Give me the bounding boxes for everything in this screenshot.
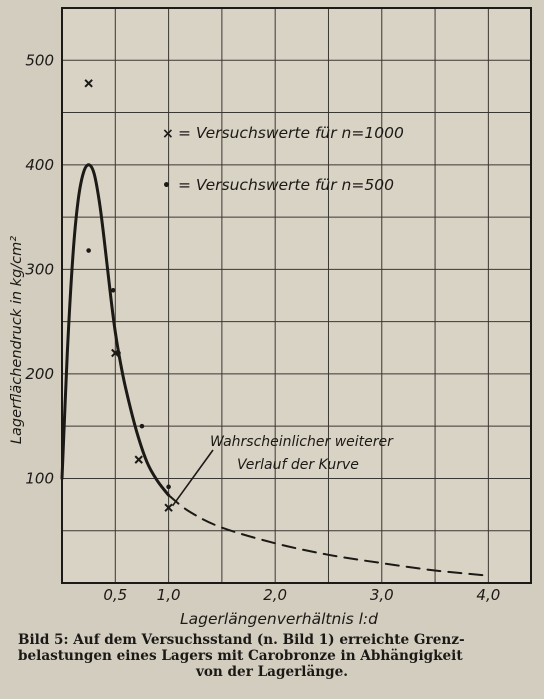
curve-dashed-extrapolation bbox=[167, 494, 490, 577]
annotation-arrow bbox=[171, 449, 214, 507]
x-axis-label: Lagerlängenverhältnis l:d bbox=[180, 610, 378, 628]
markers bbox=[84, 79, 173, 512]
x-tick-label: 2,0 bbox=[263, 586, 287, 604]
x-tick-labels: 0,5 1,0 2,0 3,0 4,0 bbox=[103, 586, 500, 604]
y-axis-label: Lagerflächendruck in kg/cm² bbox=[9, 236, 25, 444]
x-tick-label: 3,0 bbox=[370, 586, 394, 604]
curve-solid bbox=[60, 163, 171, 497]
y-tick-label: 400 bbox=[25, 156, 54, 174]
x-tick-label: 1,0 bbox=[157, 586, 181, 604]
annotation-line-1: Wahrscheinlicher weiterer bbox=[210, 434, 394, 450]
marker-cross-n1000 bbox=[84, 79, 93, 88]
marker-dot-n500 bbox=[86, 248, 91, 253]
marker-dot-n500 bbox=[166, 484, 171, 490]
marker-cross-n1000 bbox=[164, 503, 173, 512]
y-tick-label: 500 bbox=[25, 51, 54, 69]
chart: 0,5 1,0 2,0 3,0 4,0 100 200 300 400 500 × = Vers… bbox=[9, 7, 532, 628]
marker-cross-n1000 bbox=[134, 455, 143, 464]
legend: × = Versuchswerte für n=1000 • = Versuch… bbox=[162, 124, 404, 194]
plot-background bbox=[62, 8, 531, 583]
y-tick-label: 200 bbox=[25, 365, 54, 383]
legend-marker-dot: • bbox=[162, 178, 171, 194]
annotation: Wahrscheinlicher weiterer Verlauf der Ku… bbox=[171, 434, 394, 507]
legend-label-n1000: = Versuchswerte für n=1000 bbox=[178, 124, 404, 142]
caption-line-3: von der Lagerlänge. bbox=[195, 664, 349, 680]
marker-dot-n500 bbox=[116, 350, 121, 356]
marker-dot-n500 bbox=[139, 423, 145, 429]
annotation-line-2: Verlauf der Kurve bbox=[237, 457, 359, 473]
caption-line-2: belastungen eines Lagers mit Carobronze … bbox=[18, 648, 463, 664]
x-tick-label: 0,5 bbox=[103, 586, 127, 604]
marker-dot-n500 bbox=[110, 287, 116, 293]
figure-caption: Bild 5: Auf dem Versuchsstand (n. Bild 1… bbox=[0, 632, 544, 680]
y-tick-label: 300 bbox=[25, 260, 54, 278]
caption-line-1: Bild 5: Auf dem Versuchsstand (n. Bild 1… bbox=[18, 632, 465, 648]
legend-label-n500: = Versuchswerte für n=500 bbox=[178, 176, 394, 194]
y-tick-label: 100 bbox=[25, 469, 54, 487]
plot-frame bbox=[61, 7, 532, 584]
curves bbox=[60, 163, 490, 577]
y-tick-labels: 100 200 300 400 500 bbox=[25, 51, 54, 487]
x-tick-label: 4,0 bbox=[476, 586, 500, 604]
marker-cross-n1000 bbox=[111, 348, 120, 358]
legend-marker-cross: × bbox=[162, 126, 174, 142]
